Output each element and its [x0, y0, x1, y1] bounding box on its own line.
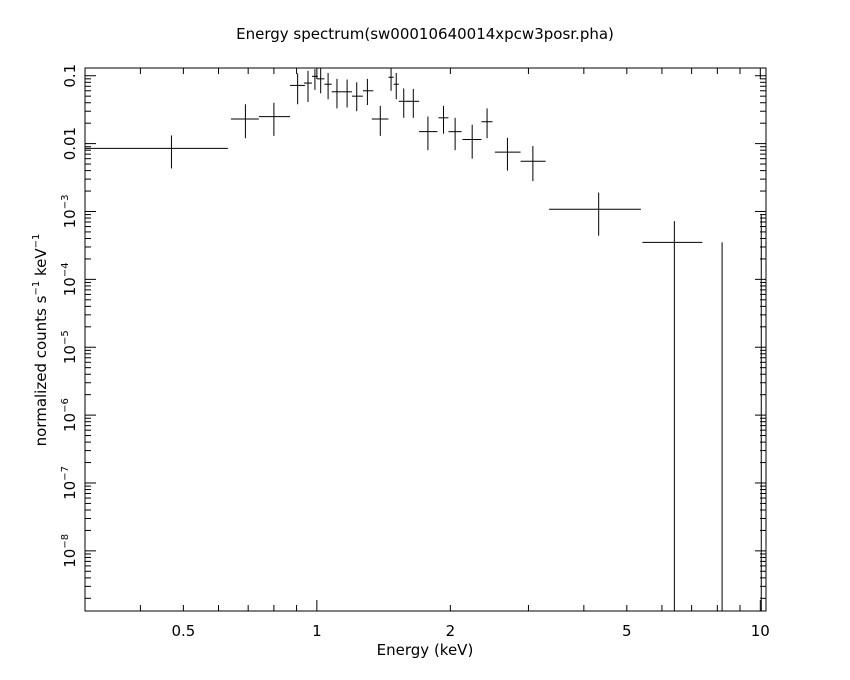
y-axis-ticks: [85, 75, 766, 599]
x-tick-label: 0.5: [171, 622, 195, 640]
x-tick-label: 2: [446, 622, 456, 640]
data-point: [258, 102, 291, 136]
x-tick-label: 1: [312, 622, 322, 640]
y-tick-label: 10−7: [60, 466, 79, 500]
data-point: [642, 221, 703, 611]
y-tick-labels: 0.1 0.01 10−3 10−4 10−5 10−6 10−7 10−8: [60, 64, 79, 568]
data-point: [290, 73, 305, 105]
data-point: [371, 105, 389, 136]
plot-frame: [84, 67, 767, 612]
y-tick-label: 10−4: [60, 262, 79, 296]
y-tick-label: 10−6: [60, 398, 79, 432]
data-point: [398, 88, 409, 118]
data-points: [85, 68, 762, 611]
y-tick-label: 0.1: [61, 64, 79, 88]
data-point: [324, 72, 332, 100]
y-tick-label: 0.01: [61, 127, 79, 160]
x-tick-labels: 0.5 1 2 5 10: [171, 622, 769, 640]
data-point: [303, 70, 312, 103]
y-tick-label: 10−5: [60, 330, 79, 364]
x-axis-ticks: [84, 68, 761, 611]
data-point: [462, 124, 482, 159]
data-point: [331, 78, 343, 109]
data-point: [230, 104, 259, 139]
data-point: [481, 108, 493, 139]
y-axis-label-exp-1: −1: [31, 281, 42, 296]
x-tick-label: 5: [622, 622, 632, 640]
data-point: [494, 137, 521, 171]
data-point: [438, 105, 449, 134]
data-point: [362, 78, 374, 106]
y-axis-label: normalized counts s−1 keV−1: [31, 234, 50, 447]
y-tick-label: 10−8: [60, 534, 79, 568]
data-point: [448, 117, 462, 151]
data-point: [316, 68, 325, 94]
data-point: [342, 79, 352, 108]
data-point: [407, 88, 420, 118]
data-point: [388, 68, 394, 91]
x-axis-label: Energy (keV): [377, 641, 474, 659]
data-point: [520, 146, 546, 182]
data-point: [311, 69, 318, 90]
data-point: [419, 116, 438, 151]
y-axis-label-main: normalized counts s: [32, 295, 50, 446]
data-point: [85, 135, 228, 169]
y-axis-label-exp-2: −1: [31, 234, 42, 249]
x-tick-label: 10: [751, 622, 770, 640]
data-point: [393, 72, 399, 100]
chart-title: Energy spectrum(sw00010640014xpcw3posr.p…: [236, 25, 614, 43]
data-point: [351, 82, 363, 112]
data-point: [549, 192, 641, 236]
y-tick-label: 10−3: [60, 195, 79, 229]
y-axis-label-mid: keV: [32, 248, 50, 281]
